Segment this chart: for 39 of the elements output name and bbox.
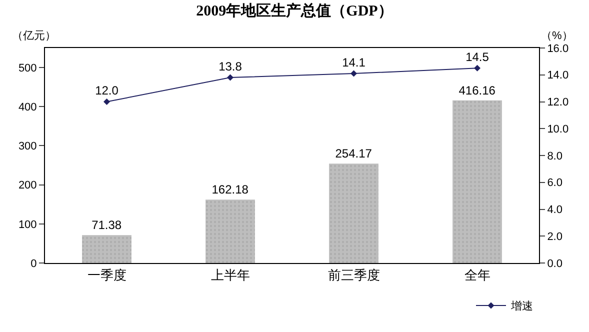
bar: [329, 164, 378, 263]
y-tick-label: 400: [18, 101, 37, 114]
y-tick-label: 0: [30, 258, 37, 270]
y2-tick-label: 10.0: [547, 123, 569, 136]
y2-tick-label: 6.0: [547, 177, 562, 190]
point: [350, 70, 357, 77]
y2-tick-label: 12.0: [547, 96, 569, 109]
point: [104, 98, 110, 105]
data-label: 14.1: [342, 55, 366, 70]
data-label: 162.18: [212, 182, 249, 197]
point: [474, 64, 480, 72]
y-tick-label: 200: [18, 180, 37, 192]
data-label: 14.5: [466, 50, 490, 64]
y2-tick-label: 4.0: [547, 204, 562, 216]
y2-tick-label: 16.0: [547, 42, 569, 55]
x-tick-label: 上半年: [210, 268, 250, 283]
data-label: 254.17: [335, 146, 372, 161]
y-axis-title: （亿元）: [12, 30, 56, 42]
x-tick-label: 全年: [464, 268, 490, 283]
data-label: 13.8: [218, 59, 242, 74]
data-label: 12.0: [95, 84, 119, 98]
data-label: 416.16: [458, 83, 496, 98]
data-label: 71.38: [92, 218, 122, 232]
y2-tick-label: 0.0: [547, 258, 562, 270]
y2-tick-label: 2.0: [547, 230, 562, 243]
bar: [206, 200, 255, 263]
y2-axis-title: （%）: [541, 30, 573, 42]
y-tick-label: 500: [18, 62, 37, 74]
point: [227, 74, 234, 81]
x-tick-label: 前三季度: [328, 268, 380, 283]
y2-tick-label: 14.0: [547, 70, 569, 82]
bar: [452, 100, 502, 263]
chart-title: 2009年地区生产总值（GDP）: [196, 2, 393, 20]
x-tick-label: 一季度: [87, 268, 126, 283]
bar: [82, 235, 132, 263]
legend-label: 增速: [510, 300, 533, 313]
y-tick-label: 100: [18, 218, 37, 231]
y-tick-label: 300: [18, 140, 37, 153]
y2-tick-label: 8.0: [547, 150, 562, 162]
